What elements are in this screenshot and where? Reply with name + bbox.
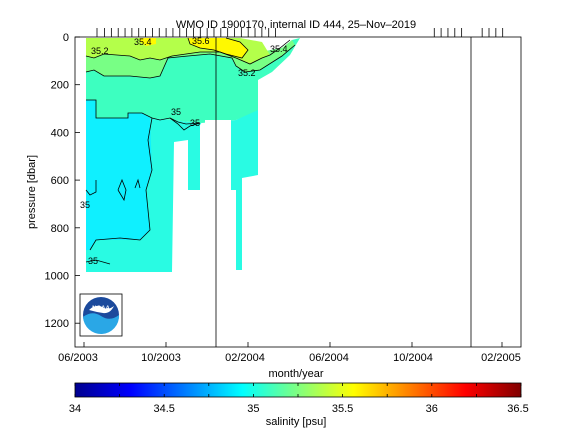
y-tick-label-0: 0 <box>63 32 69 44</box>
x-tick-label-3: 02/2004 <box>225 352 265 364</box>
colorbar-tick-34: 34 <box>69 403 81 415</box>
data-gap-2 <box>188 192 200 272</box>
contour-35-0-wiggle1 <box>117 178 127 202</box>
contour-35-0-upper <box>169 117 201 131</box>
y-axis: 0 200 400 600 800 1000 1200 <box>45 32 80 330</box>
colorbar: 34 34.5 35 35.5 36 36.5 salinity [psu] <box>69 382 529 428</box>
data-gap-4 <box>236 270 242 272</box>
colorbar-tick-35: 35 <box>247 403 259 415</box>
x-tick-label-6: 02/2005 <box>481 352 521 364</box>
x-axis: 06/2003 10/2003 02/2004 06/2004 10/2004 … <box>58 342 521 364</box>
data-gap-5 <box>250 178 258 272</box>
contour-label-2: 35.4 <box>134 37 152 47</box>
colorbar-ticks <box>74 383 522 397</box>
contour-35-0 <box>86 99 201 125</box>
colorbar-label: salinity [psu] <box>266 416 327 428</box>
y-tick-label-400: 400 <box>51 127 69 139</box>
x-axis-label: month/year <box>268 368 323 380</box>
y-tick-label-1000: 1000 <box>45 271 69 283</box>
x-tick-label-4: 06/2004 <box>309 352 349 364</box>
contour-label-group: 35.2 35.4 35.6 35.4 35.2 35 35 35 35 <box>80 36 288 266</box>
x-tick-label-5: 10/2004 <box>393 352 433 364</box>
y-axis-label: pressure [dbar] <box>26 155 38 229</box>
data-gap-1 <box>174 142 188 272</box>
data-gap-3 <box>205 120 231 272</box>
logo-text: NOAA <box>92 306 110 312</box>
colorbar-tick-34-5: 34.5 <box>153 403 174 415</box>
colorbar-tick-36-5: 36.5 <box>507 403 528 415</box>
profile-ticks <box>96 28 504 37</box>
contour-35-2 <box>85 44 296 79</box>
contour-35-0-left <box>85 180 97 196</box>
logo-sea <box>83 313 120 335</box>
field-35-6-patch <box>140 38 156 46</box>
y-tick-label-200: 200 <box>51 80 69 92</box>
contour-lines <box>85 37 296 265</box>
x-tick-label-1: 06/2003 <box>58 352 98 364</box>
field-35-6-band <box>188 38 248 58</box>
contour-label-8: 35 <box>80 200 90 210</box>
colorbar-tick-35-5: 35.5 <box>332 403 353 415</box>
contour-label-5: 35.2 <box>238 68 256 78</box>
y-tick-label-600: 600 <box>51 175 69 187</box>
contour-label-3: 35.6 <box>192 36 210 46</box>
contour-label-7: 35 <box>190 118 200 128</box>
contour-35-0-deep <box>85 259 111 265</box>
chart-title: WMO ID 1900170, internal ID 444, 25–Nov–… <box>176 19 416 31</box>
plot-frame <box>74 36 522 348</box>
contour-35-4 <box>85 39 291 65</box>
colorbar-tick-36: 36 <box>426 403 438 415</box>
y-tick-label-800: 800 <box>51 223 69 235</box>
contour-label-4: 35.4 <box>270 44 288 54</box>
noaa-logo: NOAA <box>79 293 123 337</box>
contour-35-0-wiggle2 <box>134 178 141 189</box>
contour-label-6: 35 <box>171 107 181 117</box>
plot-area: 35.2 35.4 35.6 35.4 35.2 35 35 35 35 <box>26 28 522 380</box>
contour-35-0-core <box>89 117 153 251</box>
y-tick-label-1200: 1200 <box>45 318 69 330</box>
logo-bird <box>89 305 114 314</box>
x-tick-label-2: 10/2003 <box>141 352 181 364</box>
contour-35-6 <box>187 37 249 59</box>
contour-label-9: 35 <box>88 256 98 266</box>
salinity-field: 35.2 35.4 35.6 35.4 35.2 35 35 35 35 <box>80 36 300 272</box>
contour-label-1: 35.2 <box>91 46 109 56</box>
field-core <box>86 100 152 250</box>
